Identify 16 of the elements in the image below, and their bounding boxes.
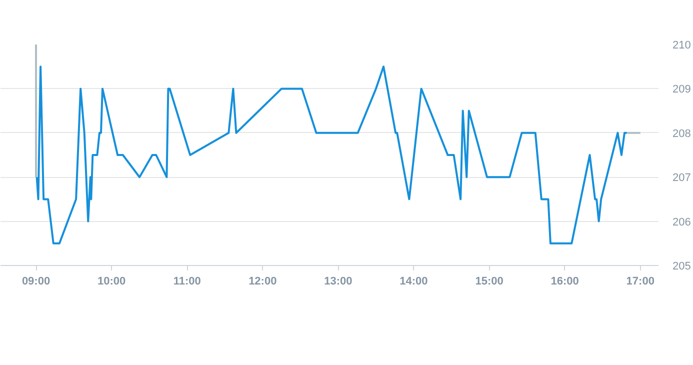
y-tick-label: 209 (672, 84, 691, 96)
x-tick-label: 10:00 (97, 276, 126, 288)
y-tick-label: 205 (672, 260, 691, 272)
y-tick-label: 207 (672, 172, 691, 184)
x-tick-label: 09:00 (22, 276, 50, 288)
x-tick-label: 11:00 (173, 276, 201, 288)
x-tick-label: 12:00 (248, 276, 277, 288)
x-tick-label: 13:00 (324, 276, 352, 288)
x-tick-label: 14:00 (400, 276, 428, 288)
x-tick-label: 17:00 (626, 276, 654, 288)
x-tick-label: 15:00 (475, 276, 504, 288)
line-series (36, 66, 628, 244)
y-tick-label: 210 (672, 40, 691, 52)
y-tick-label: 208 (672, 128, 691, 140)
y-tick-label: 206 (672, 216, 691, 228)
x-tick-label: 16:00 (550, 276, 579, 288)
